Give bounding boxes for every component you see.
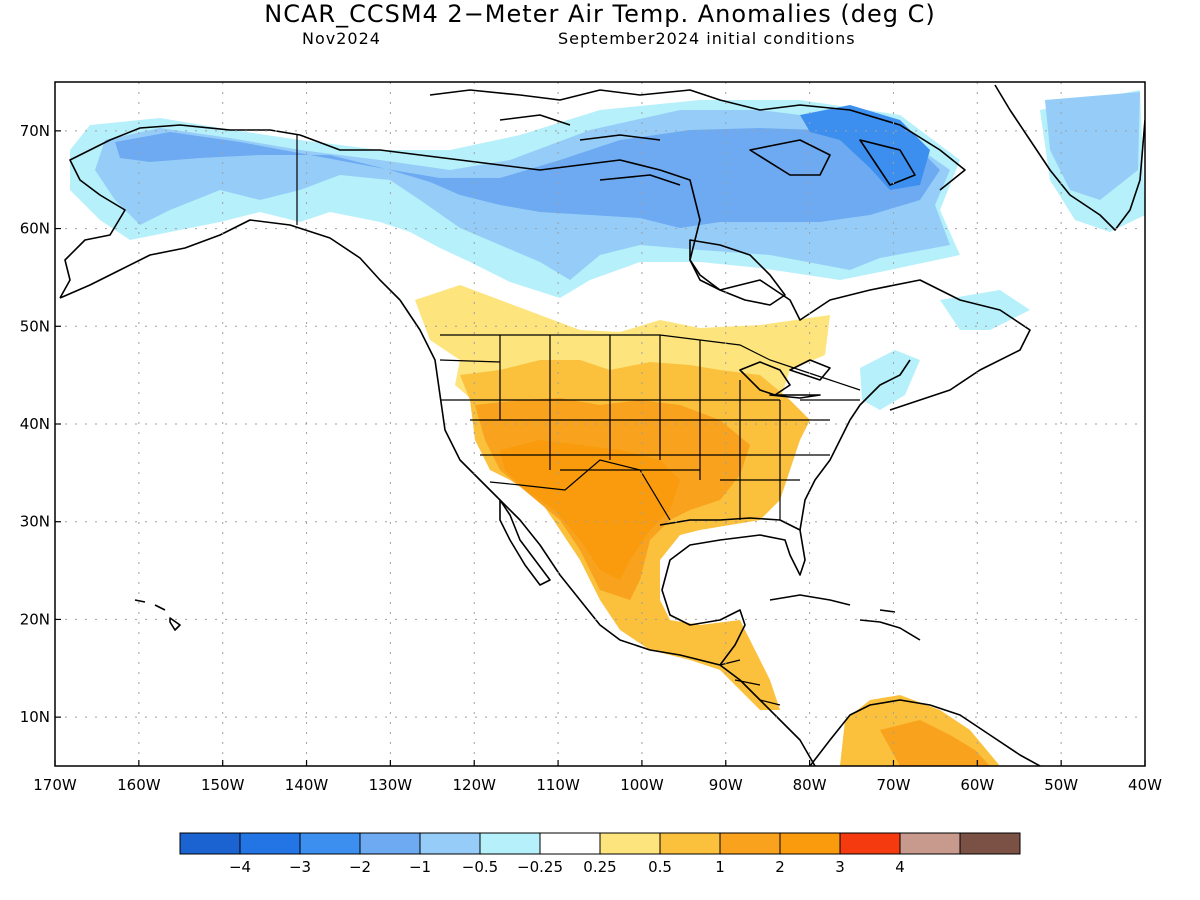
- south-america-coast: [809, 699, 1041, 766]
- colorbar-label: 2: [775, 858, 785, 876]
- latitude-axis: 70N 60N 50N 40N 30N 20N 10N: [20, 122, 61, 726]
- initial-conditions-label: September2024 initial conditions: [558, 29, 856, 48]
- us-canada-border: [440, 334, 861, 391]
- colorbar-label: 4: [895, 858, 905, 876]
- colorbar-label: 0.5: [648, 858, 672, 876]
- colorbar-swatch: [179, 832, 241, 855]
- colorbar-swatch: [779, 832, 841, 855]
- greenland-coast: [994, 84, 1145, 231]
- great-lakes: [739, 359, 831, 399]
- cold-light-region-greenland: [1045, 92, 1140, 200]
- colorbar-swatch: [659, 832, 721, 855]
- gulf-of-mexico: [659, 517, 806, 666]
- colorbar-label: −4: [229, 858, 251, 876]
- colorbar-swatch: [899, 832, 961, 855]
- lon-tick-label: 140W: [285, 776, 329, 794]
- coastlines: [59, 84, 1145, 766]
- colorbar-label: −0.5: [462, 858, 498, 876]
- colorbar-swatch: [599, 832, 661, 855]
- lon-tick-label: 110W: [536, 776, 580, 794]
- hudson-bay: [689, 239, 786, 306]
- lat-tick-label: 70N: [20, 122, 50, 140]
- target-month-label: Nov2024: [302, 29, 381, 48]
- colorbar-swatch: [299, 832, 361, 855]
- arctic-islands: [429, 89, 966, 191]
- political-boundaries: [296, 135, 861, 706]
- us-state-lines: [439, 335, 860, 520]
- lat-tick-label: 40N: [20, 415, 50, 433]
- colorbar-swatch: [479, 832, 541, 855]
- lon-tick-label: 130W: [369, 776, 413, 794]
- lon-tick-label: 100W: [620, 776, 664, 794]
- lat-tick-label: 20N: [20, 610, 50, 628]
- colorbar-label: −1: [409, 858, 431, 876]
- colorbar-swatch: [239, 832, 301, 855]
- colorbar-swatch: [419, 832, 481, 855]
- map-title: NCAR_CCSM4 2−Meter Air Temp. Anomalies (…: [264, 0, 936, 28]
- colorbar-label: −2: [349, 858, 371, 876]
- lon-tick-label: 170W: [33, 776, 77, 794]
- colorbar-label: 0.25: [583, 858, 616, 876]
- colorbar-label: −0.25: [517, 858, 563, 876]
- alaska-coast: [59, 124, 401, 301]
- lat-tick-label: 30N: [20, 513, 50, 531]
- lat-tick-label: 50N: [20, 317, 50, 335]
- lon-tick-label: 150W: [201, 776, 245, 794]
- lon-tick-label: 160W: [117, 776, 161, 794]
- baja-california: [499, 499, 551, 586]
- lat-lon-grid: [55, 82, 1145, 766]
- colorbar-label: −3: [289, 858, 311, 876]
- longitude-axis: 170W 160W 150W 140W 130W 120W 110W 100W 90W 80W 70…: [33, 760, 1162, 794]
- warm-anomaly-layer: [415, 285, 1000, 766]
- warm-mid-region-samerica: [880, 720, 990, 766]
- colorbar-swatch: [539, 832, 601, 855]
- us-east-coast: [799, 359, 911, 531]
- caribbean-islands: [769, 594, 921, 641]
- cold-mid-region: [115, 125, 940, 228]
- us-west-coast: [399, 299, 816, 766]
- warm-strong-region: [500, 440, 680, 580]
- lat-tick-label: 60N: [20, 220, 50, 238]
- colorbar-swatch: [719, 832, 781, 855]
- colorbar-label: 3: [835, 858, 845, 876]
- colorbar-legend: −4 −3 −2 −1 −0.5 −0.25 0.25 0.5 1 2 3 4: [179, 832, 1021, 876]
- lon-tick-label: 90W: [709, 776, 743, 794]
- lon-tick-label: 40W: [1128, 776, 1162, 794]
- lat-tick-label: 10N: [20, 708, 50, 726]
- central-america-borders: [719, 659, 781, 706]
- lon-tick-label: 60W: [960, 776, 994, 794]
- us-mexico-border: [489, 459, 671, 521]
- lon-tick-label: 70W: [877, 776, 911, 794]
- lon-tick-label: 50W: [1044, 776, 1078, 794]
- colorbar-swatch: [839, 832, 901, 855]
- cold-anomaly-layer: [70, 90, 1145, 410]
- lon-tick-label: 120W: [452, 776, 496, 794]
- hawaii-islands: [134, 599, 181, 631]
- colorbar-swatch: [359, 832, 421, 855]
- colorbar-label: 1: [715, 858, 725, 876]
- lon-tick-label: 80W: [793, 776, 827, 794]
- colorbar-swatch: [959, 832, 1021, 855]
